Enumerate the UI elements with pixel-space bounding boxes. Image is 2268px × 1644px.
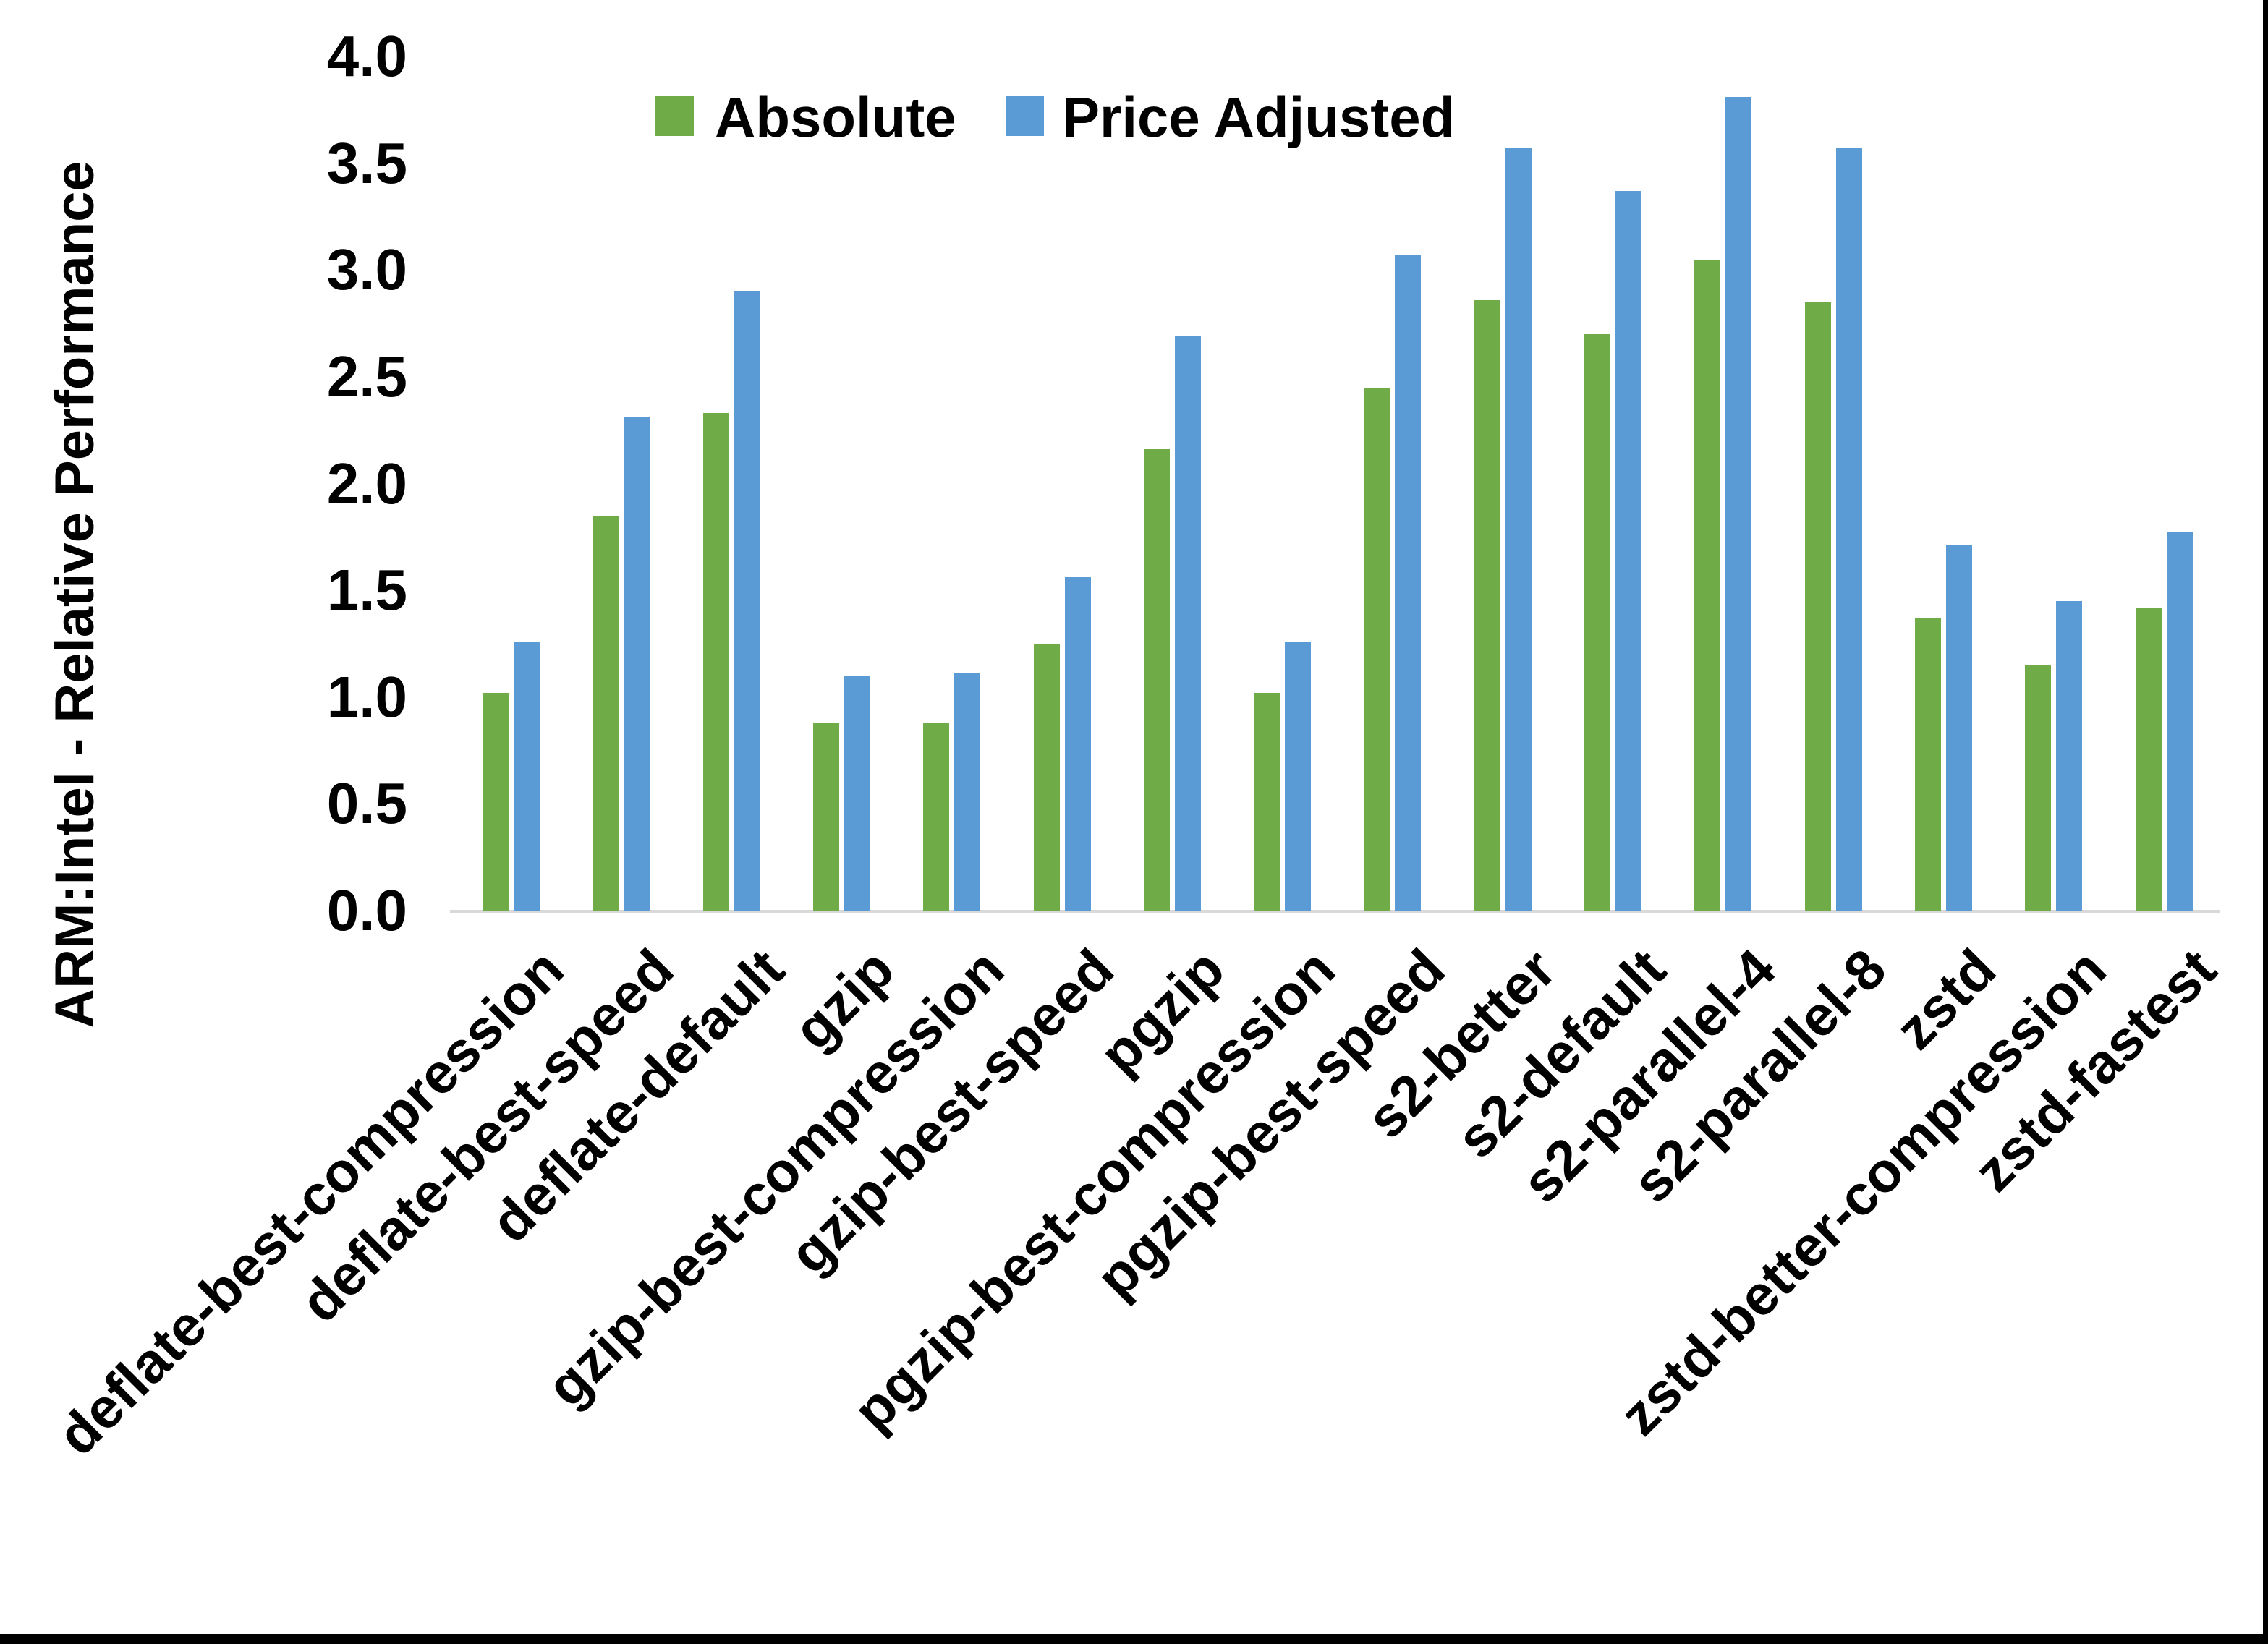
bar-absolute-gzip-best-speed	[1034, 644, 1060, 911]
bar-price-adjusted-s2-parallel-8	[1836, 148, 1862, 911]
screenshot-border-right	[2263, 0, 2268, 1644]
y-axis-tick-label: 1.5	[326, 558, 407, 623]
y-axis-tick-label: 0.0	[326, 878, 407, 942]
bar-price-adjusted-deflate-best-compression	[514, 642, 540, 911]
bar-absolute-pgzip-best-speed	[1364, 388, 1390, 911]
bar-absolute-gzip-best-compression	[923, 723, 949, 911]
bar-absolute-pgzip	[1144, 449, 1170, 911]
y-axis-tick-label: 4.0	[326, 24, 407, 89]
screenshot-border-bottom	[0, 1634, 2268, 1644]
bar-price-adjusted-zstd-fastest	[2167, 532, 2193, 911]
bar-absolute-deflate-best-compression	[483, 693, 509, 911]
y-axis-tick-label: 0.5	[326, 771, 407, 836]
bar-price-adjusted-gzip	[844, 676, 870, 911]
bar-price-adjusted-pgzip-best-compression	[1285, 642, 1311, 911]
y-axis-tick-label: 2.0	[326, 451, 407, 516]
bar-price-adjusted-zstd-better-compression	[2056, 601, 2082, 911]
bar-absolute-deflate-best-speed	[593, 516, 619, 911]
bar-absolute-zstd	[1915, 618, 1941, 911]
bar-absolute-s2-better	[1474, 300, 1500, 911]
legend-swatch-absolute	[655, 96, 694, 136]
bar-price-adjusted-s2-default	[1615, 191, 1641, 911]
bar-absolute-zstd-fastest	[2136, 608, 2162, 911]
bar-price-adjusted-s2-better	[1505, 148, 1532, 911]
y-axis-title: ARM:Intel - Relative Performance	[44, 161, 106, 1028]
bar-absolute-pgzip-best-compression	[1254, 693, 1280, 911]
bar-price-adjusted-pgzip-best-speed	[1395, 255, 1421, 911]
bar-absolute-s2-parallel-4	[1694, 260, 1720, 911]
bar-price-adjusted-deflate-default	[734, 291, 760, 911]
bar-price-adjusted-deflate-best-speed	[624, 417, 650, 911]
bar-price-adjusted-s2-parallel-4	[1725, 97, 1751, 911]
y-axis-tick-label: 2.5	[326, 344, 407, 409]
legend-label-absolute: Absolute	[715, 85, 956, 149]
bar-absolute-zstd-better-compression	[2025, 665, 2051, 911]
bar-absolute-s2-parallel-8	[1805, 302, 1831, 911]
bar-price-adjusted-pgzip	[1175, 336, 1201, 911]
bar-absolute-gzip	[813, 723, 839, 911]
y-axis-tick-label: 3.0	[326, 237, 407, 302]
y-axis-tick-label: 1.0	[326, 664, 407, 729]
legend-label-price-adjusted: Price Adjusted	[1062, 85, 1456, 149]
legend-swatch-price-adjusted	[1006, 96, 1044, 136]
bar-price-adjusted-gzip-best-speed	[1065, 577, 1091, 911]
bar-price-adjusted-gzip-best-compression	[954, 673, 980, 911]
bar-absolute-deflate-default	[703, 413, 729, 911]
bar-absolute-s2-default	[1584, 334, 1610, 911]
bar-price-adjusted-zstd	[1946, 545, 1972, 911]
y-axis-tick-label: 3.5	[326, 130, 407, 195]
x-axis-line	[450, 910, 2220, 913]
